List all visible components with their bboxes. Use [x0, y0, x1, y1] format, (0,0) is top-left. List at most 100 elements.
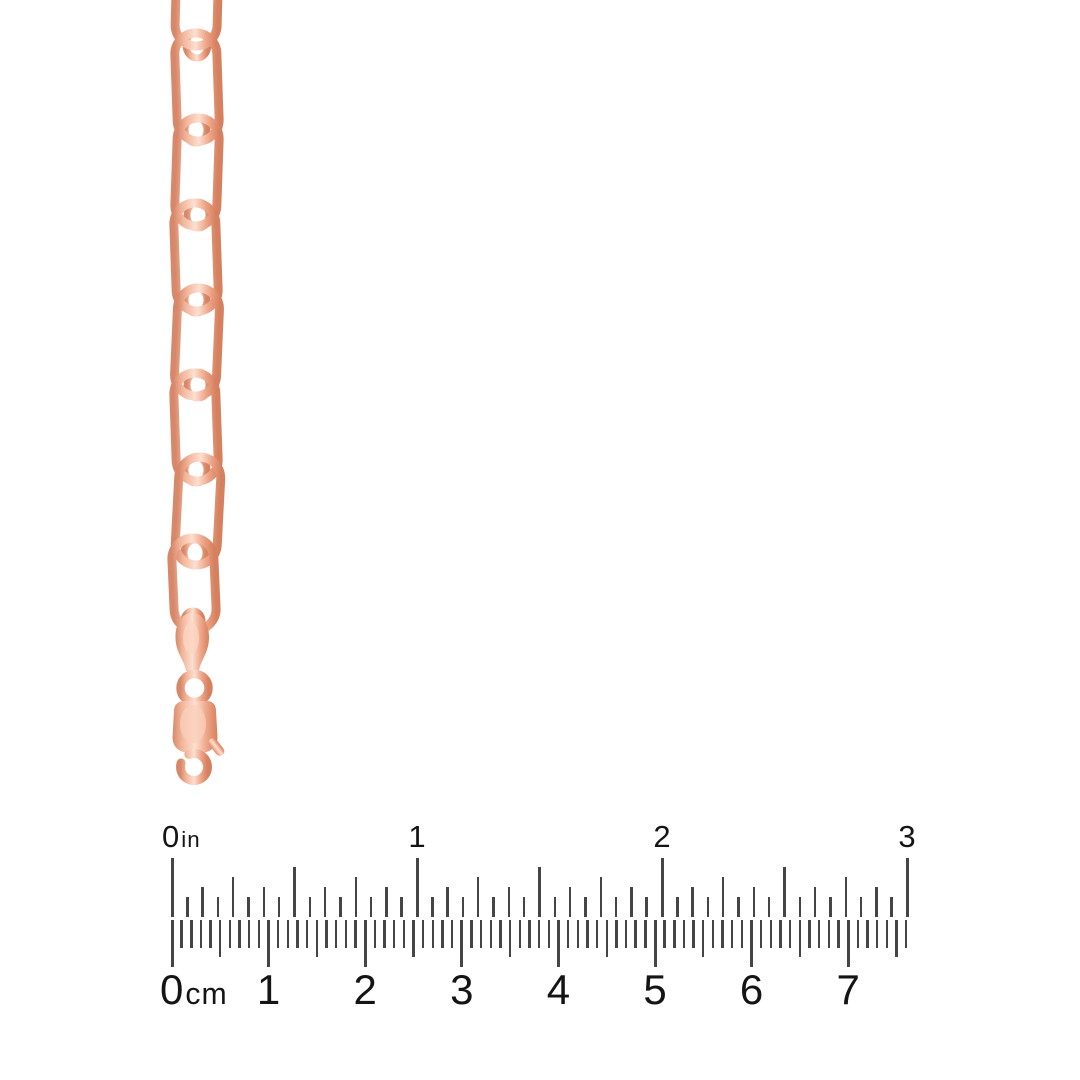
cm-tick	[335, 920, 338, 948]
cm-tick	[885, 920, 889, 948]
cm-tick	[383, 920, 386, 948]
chain-link	[169, 198, 223, 316]
cm-tick	[325, 920, 328, 948]
inch-tick	[446, 887, 449, 917]
cm-tick	[354, 920, 357, 948]
inch-tick	[553, 897, 556, 917]
cm-tick	[760, 920, 763, 948]
cm-tick	[199, 920, 203, 948]
inch-tick	[584, 897, 587, 917]
inch-tick	[568, 887, 572, 917]
ruler-cm-digit: 6	[739, 966, 764, 1013]
inch-tick	[477, 877, 480, 917]
cm-tick	[653, 920, 657, 967]
cm-tick	[818, 920, 821, 948]
cm-tick	[866, 920, 869, 948]
cm-tick	[605, 920, 608, 957]
chain-link	[170, 113, 224, 231]
inch-tick	[293, 867, 296, 917]
ruler-cm-digit: 5	[643, 966, 667, 1013]
inch-tick	[216, 897, 220, 917]
inch-tick	[247, 897, 250, 917]
inch-tick	[369, 897, 373, 917]
cm-tick	[315, 920, 319, 957]
inch-tick	[706, 897, 710, 917]
cm-tick	[190, 920, 193, 948]
ruler-cm-unit-label: cm	[185, 978, 228, 1011]
ruler-inch-digit: 3	[898, 819, 916, 854]
inch-tick	[308, 897, 311, 917]
cm-tick	[170, 920, 174, 967]
cm-tick	[286, 920, 290, 948]
inch-tick	[522, 897, 526, 917]
cm-tick	[180, 920, 183, 948]
cm-tick	[528, 920, 531, 948]
inch-tick	[783, 867, 786, 917]
inch-tick	[538, 867, 541, 917]
inch-tick	[813, 887, 817, 917]
cm-tick	[615, 920, 618, 948]
ruler-cm-label-0: 0cm	[160, 967, 228, 1013]
inch-tick	[385, 887, 388, 917]
ruler-inch-unit-label: in	[181, 827, 201, 852]
cm-tick	[238, 920, 241, 948]
cm-tick	[344, 920, 348, 948]
cm-tick	[682, 920, 686, 948]
clasp-bail-highlight	[183, 622, 199, 654]
ruler-inch-label-3: 3	[898, 820, 915, 854]
ruler-inch-digit: 2	[653, 819, 671, 854]
inch-tick	[507, 887, 511, 917]
ruler-cm-label-6: 6	[740, 967, 763, 1013]
chain-link	[170, 452, 226, 570]
cm-tick	[556, 920, 560, 967]
inch-tick	[201, 887, 204, 917]
ruler-cm-label-7: 7	[837, 967, 860, 1013]
cm-tick	[460, 920, 464, 967]
cm-tick	[566, 920, 570, 948]
inch-tick	[722, 877, 725, 917]
lobster-clasp-highlight	[180, 705, 206, 743]
ruler-cm-label-2: 2	[354, 967, 377, 1013]
cm-tick	[779, 920, 782, 948]
inch-tick	[277, 897, 281, 917]
cm-tick	[267, 920, 271, 967]
inch-tick	[400, 897, 403, 917]
inch-tick	[737, 897, 740, 917]
ruler-cm-label-4: 4	[547, 967, 570, 1013]
chain-link	[169, 368, 223, 486]
cm-tick	[789, 920, 792, 948]
cm-tick	[769, 920, 773, 948]
inch-tick	[691, 887, 694, 917]
inch-tick	[676, 897, 679, 917]
cm-tick	[586, 920, 589, 948]
ruler-inch-label-0: 0in	[162, 820, 201, 854]
cm-tick	[750, 920, 754, 967]
ruler-cm-digit: 2	[353, 966, 377, 1013]
cm-tick	[547, 920, 550, 948]
ruler-inch-digit: 1	[408, 819, 426, 854]
inch-tick	[798, 897, 801, 917]
ruler-cm-digit: 1	[256, 966, 281, 1013]
cm-tick	[904, 920, 908, 948]
cm-tick	[576, 920, 579, 948]
inch-tick	[890, 897, 893, 917]
cm-tick	[740, 920, 744, 948]
inch-tick	[170, 858, 174, 917]
inch-tick	[829, 897, 832, 917]
inch-tick	[905, 858, 909, 917]
inch-tick	[415, 858, 419, 917]
ruler-inch-digit: 0	[162, 819, 180, 854]
inch-tick	[354, 877, 357, 917]
cm-tick	[228, 920, 232, 948]
inch-tick	[599, 877, 602, 917]
cm-tick	[634, 920, 637, 948]
cm-tick	[518, 920, 521, 948]
inch-tick	[875, 887, 878, 917]
cm-tick	[692, 920, 695, 948]
inch-tick	[844, 877, 847, 917]
cm-tick	[721, 920, 724, 948]
cm-tick	[209, 920, 212, 948]
inch-tick	[232, 877, 235, 917]
cm-tick	[489, 920, 492, 948]
